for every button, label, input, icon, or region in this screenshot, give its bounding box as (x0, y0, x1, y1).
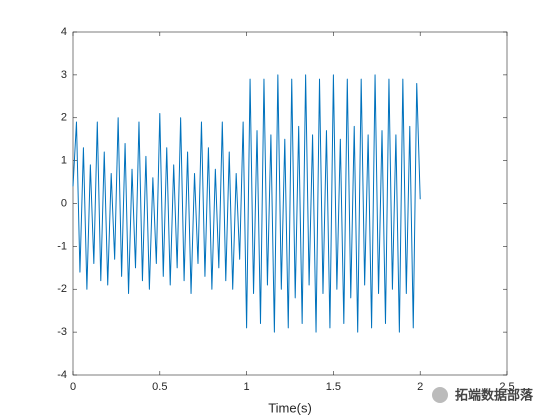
y-tick-label: 2 (61, 112, 67, 124)
x-tick-label: 0 (70, 381, 76, 393)
y-tick-label: -4 (57, 369, 67, 381)
watermark-icon (432, 387, 448, 403)
x-tick-label: 2.5 (499, 381, 514, 393)
signal-line (72, 74, 421, 333)
y-tick-label: 3 (61, 69, 67, 81)
y-tick-label: 4 (61, 26, 67, 38)
y-tick-label: 1 (61, 155, 67, 167)
y-tick-label: 0 (61, 197, 67, 209)
x-tick-label: 1 (244, 381, 250, 393)
x-tick-label: 2 (417, 381, 423, 393)
y-tick-label: -1 (57, 240, 67, 252)
x-axis-label: Time(s) (268, 400, 312, 415)
x-tick-label: 1.5 (326, 381, 341, 393)
watermark: 拓端数据部落 (455, 387, 534, 402)
x-tick-label: 0.5 (152, 381, 167, 393)
y-tick-label: -3 (57, 326, 67, 338)
y-tick-label: -2 (57, 283, 67, 295)
